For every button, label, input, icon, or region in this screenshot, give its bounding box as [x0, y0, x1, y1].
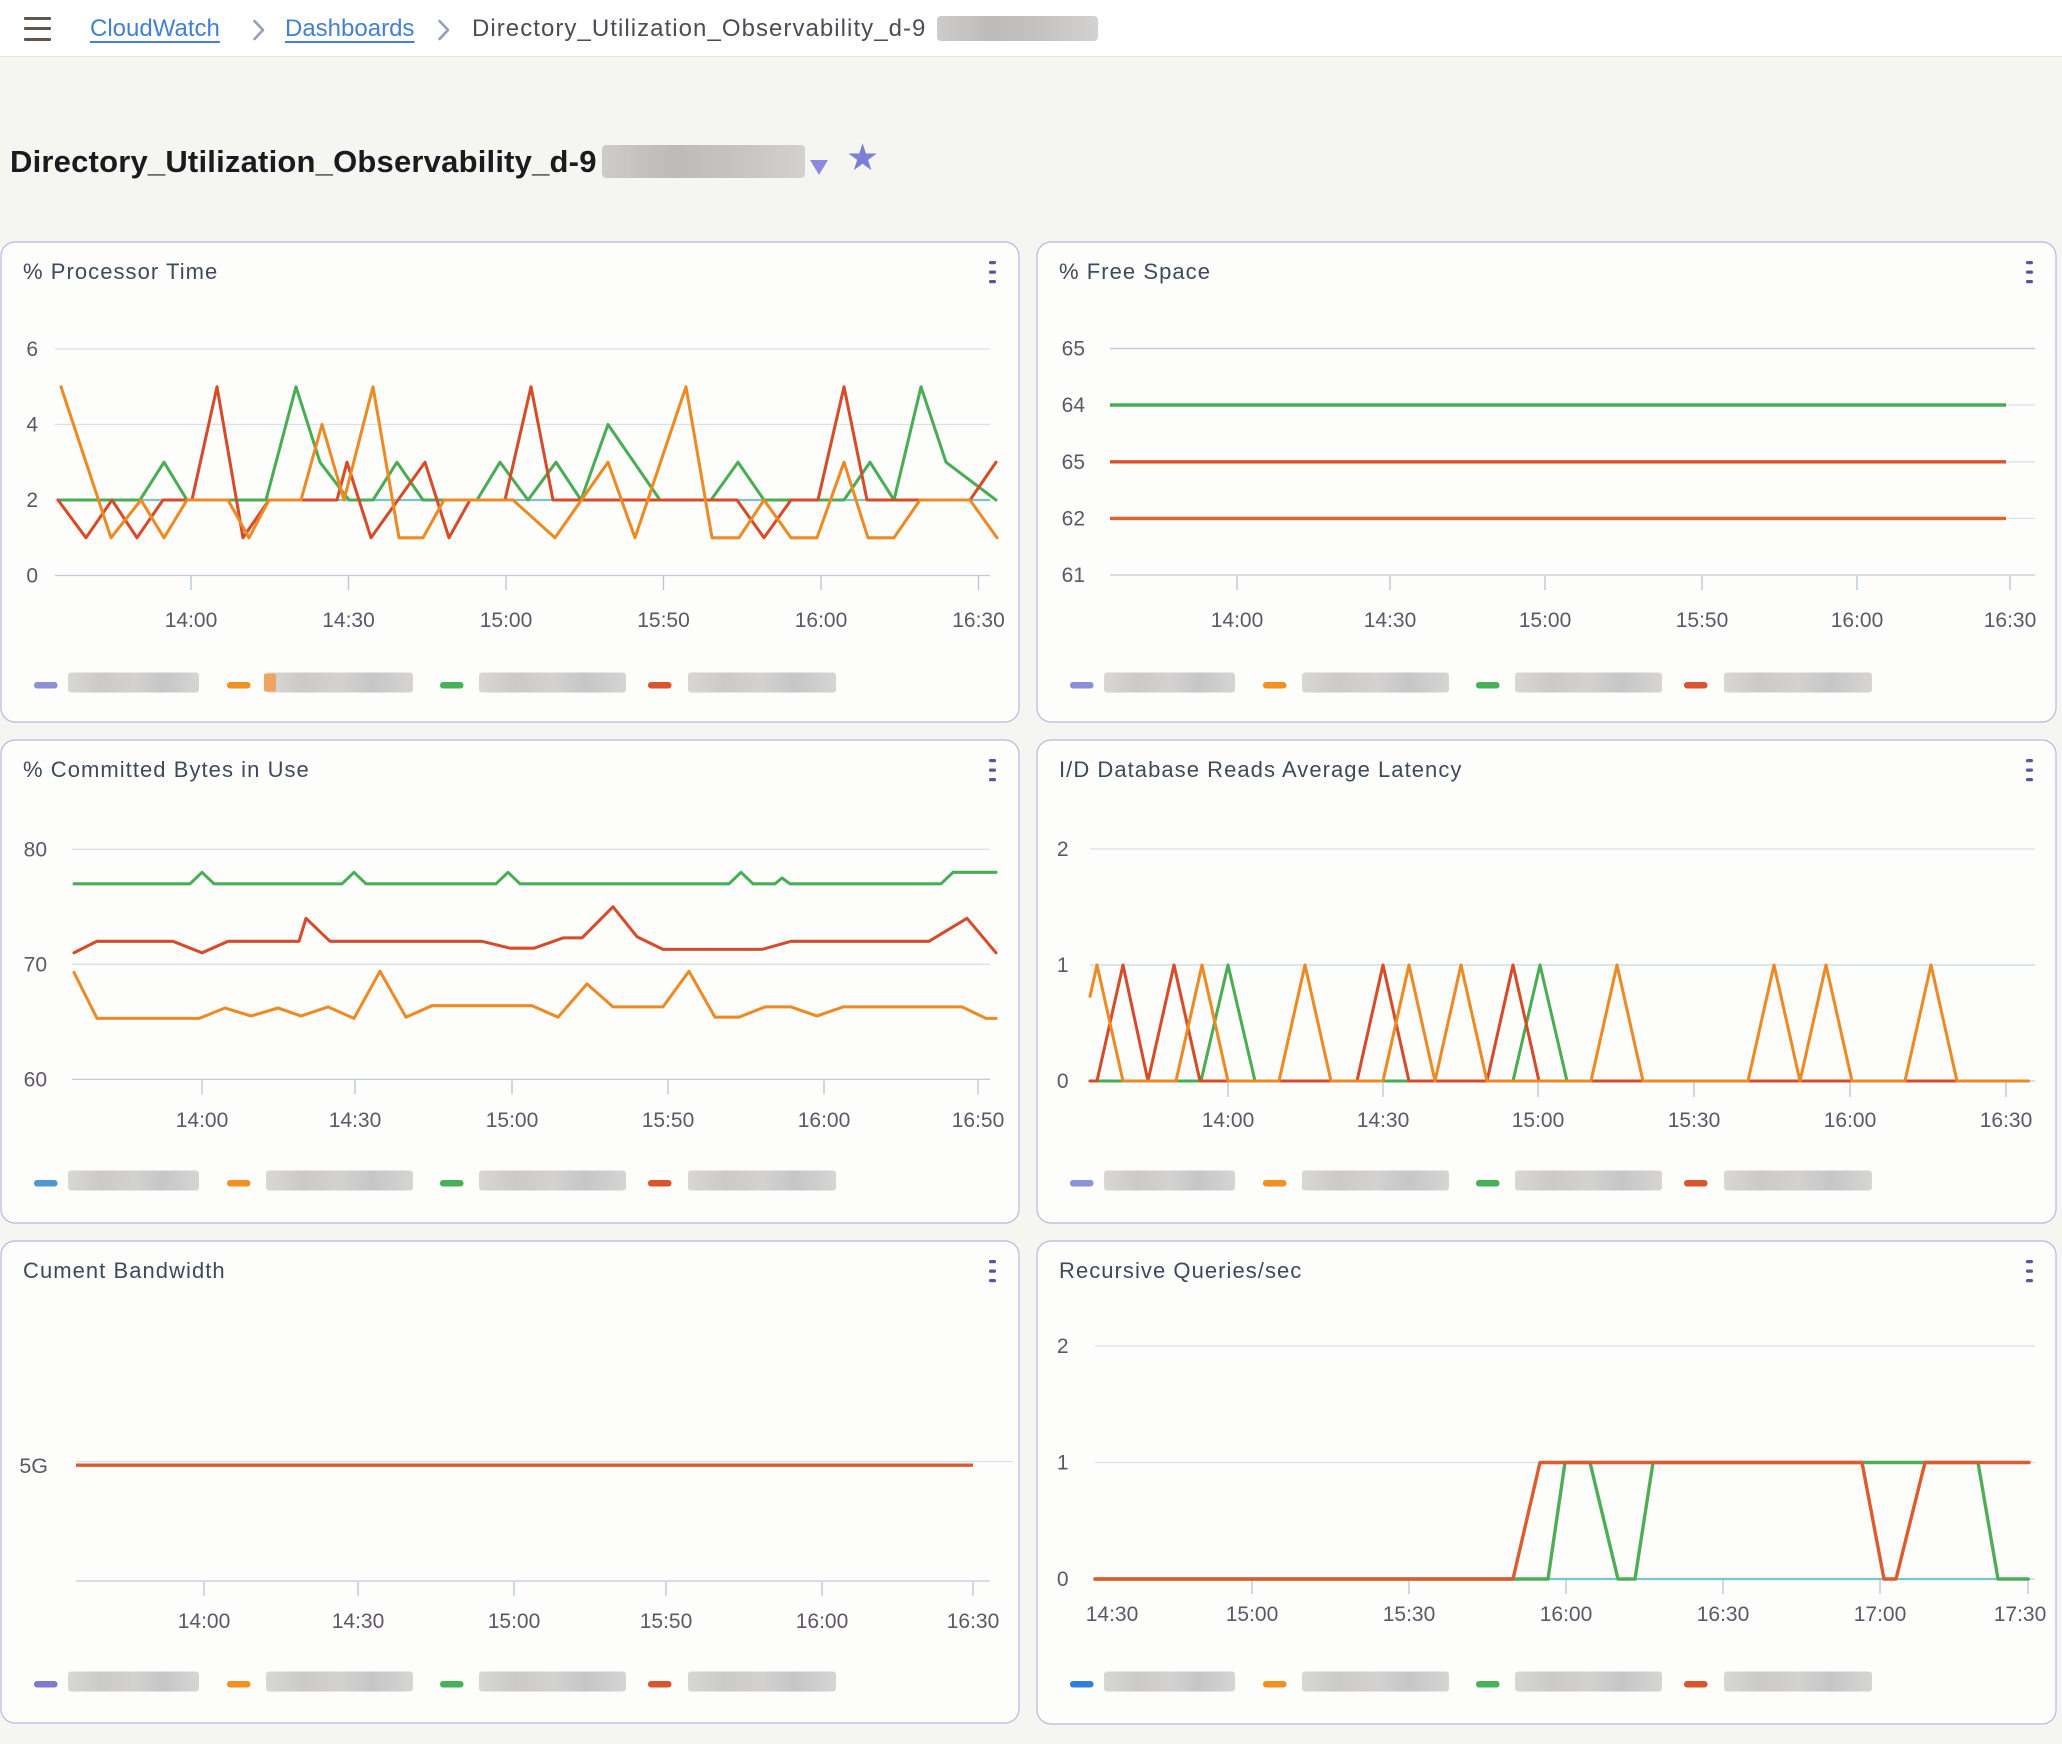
- svg-text:% Free Space: % Free Space: [1059, 259, 1211, 284]
- svg-text:14:30: 14:30: [1364, 609, 1417, 632]
- svg-text:1: 1: [1057, 954, 1069, 977]
- svg-text:0: 0: [26, 565, 38, 588]
- svg-text:15:00: 15:00: [1519, 609, 1572, 632]
- svg-text:15:00: 15:00: [480, 609, 533, 632]
- svg-text:16:00: 16:00: [1824, 1109, 1877, 1132]
- svg-text:17:30: 17:30: [1994, 1603, 2047, 1626]
- svg-text:14:30: 14:30: [322, 609, 375, 632]
- svg-text:15:50: 15:50: [637, 609, 690, 632]
- svg-text:0: 0: [1057, 1568, 1069, 1591]
- svg-text:% Processor Time: % Processor Time: [23, 259, 218, 284]
- svg-text:% Committed Bytes in Use: % Committed Bytes in Use: [23, 757, 310, 782]
- svg-text:Recursive Queries/sec: Recursive Queries/sec: [1059, 1258, 1302, 1283]
- svg-text:15:50: 15:50: [1676, 609, 1729, 632]
- svg-text:0: 0: [1057, 1070, 1069, 1093]
- svg-text:17:00: 17:00: [1854, 1603, 1907, 1626]
- svg-text:14:30: 14:30: [332, 1610, 385, 1633]
- svg-text:16:00: 16:00: [1831, 609, 1884, 632]
- svg-text:14:00: 14:00: [1211, 609, 1264, 632]
- svg-text:14:00: 14:00: [178, 1610, 231, 1633]
- svg-text:14:30: 14:30: [329, 1109, 382, 1132]
- svg-text:61: 61: [1062, 564, 1085, 587]
- svg-text:14:30: 14:30: [1357, 1109, 1410, 1132]
- svg-text:65: 65: [1062, 451, 1085, 474]
- svg-text:15:00: 15:00: [486, 1109, 539, 1132]
- svg-text:16:00: 16:00: [1540, 1603, 1593, 1626]
- svg-text:14:00: 14:00: [1202, 1109, 1255, 1132]
- svg-text:16:50: 16:50: [952, 1109, 1005, 1132]
- svg-text:14:00: 14:00: [165, 609, 218, 632]
- svg-text:Cument Bandwidth: Cument Bandwidth: [23, 1258, 226, 1283]
- svg-text:60: 60: [24, 1068, 47, 1091]
- svg-text:15:00: 15:00: [1512, 1109, 1565, 1132]
- svg-text:16:00: 16:00: [795, 609, 848, 632]
- svg-text:1: 1: [1057, 1452, 1069, 1475]
- svg-text:5G: 5G: [19, 1454, 48, 1478]
- svg-text:4: 4: [26, 414, 38, 437]
- svg-text:80: 80: [24, 838, 47, 861]
- svg-text:16:30: 16:30: [952, 609, 1005, 632]
- svg-text:64: 64: [1062, 394, 1086, 417]
- svg-text:16:30: 16:30: [1984, 609, 2037, 632]
- svg-text:15:50: 15:50: [642, 1109, 695, 1132]
- svg-text:15:50: 15:50: [640, 1610, 693, 1633]
- svg-text:16:30: 16:30: [1980, 1109, 2033, 1132]
- svg-text:15:00: 15:00: [1226, 1603, 1279, 1626]
- svg-text:16:00: 16:00: [796, 1610, 849, 1633]
- svg-text:15:30: 15:30: [1383, 1603, 1436, 1626]
- svg-text:16:30: 16:30: [947, 1610, 1000, 1633]
- svg-text:15:00: 15:00: [488, 1610, 541, 1633]
- svg-text:14:30: 14:30: [1086, 1603, 1139, 1626]
- svg-text:2: 2: [1057, 838, 1069, 861]
- svg-text:6: 6: [26, 338, 38, 361]
- svg-text:16:00: 16:00: [798, 1109, 851, 1132]
- svg-text:62: 62: [1062, 507, 1085, 530]
- svg-text:65: 65: [1062, 338, 1085, 361]
- svg-text:2: 2: [1057, 1335, 1069, 1358]
- svg-text:I/D Database Reads Average Lat: I/D Database Reads Average Latency: [1059, 757, 1462, 782]
- svg-text:16:30: 16:30: [1697, 1603, 1750, 1626]
- svg-text:14:00: 14:00: [176, 1109, 229, 1132]
- svg-text:15:30: 15:30: [1668, 1109, 1721, 1132]
- svg-text:70: 70: [24, 953, 47, 976]
- svg-text:2: 2: [26, 489, 38, 512]
